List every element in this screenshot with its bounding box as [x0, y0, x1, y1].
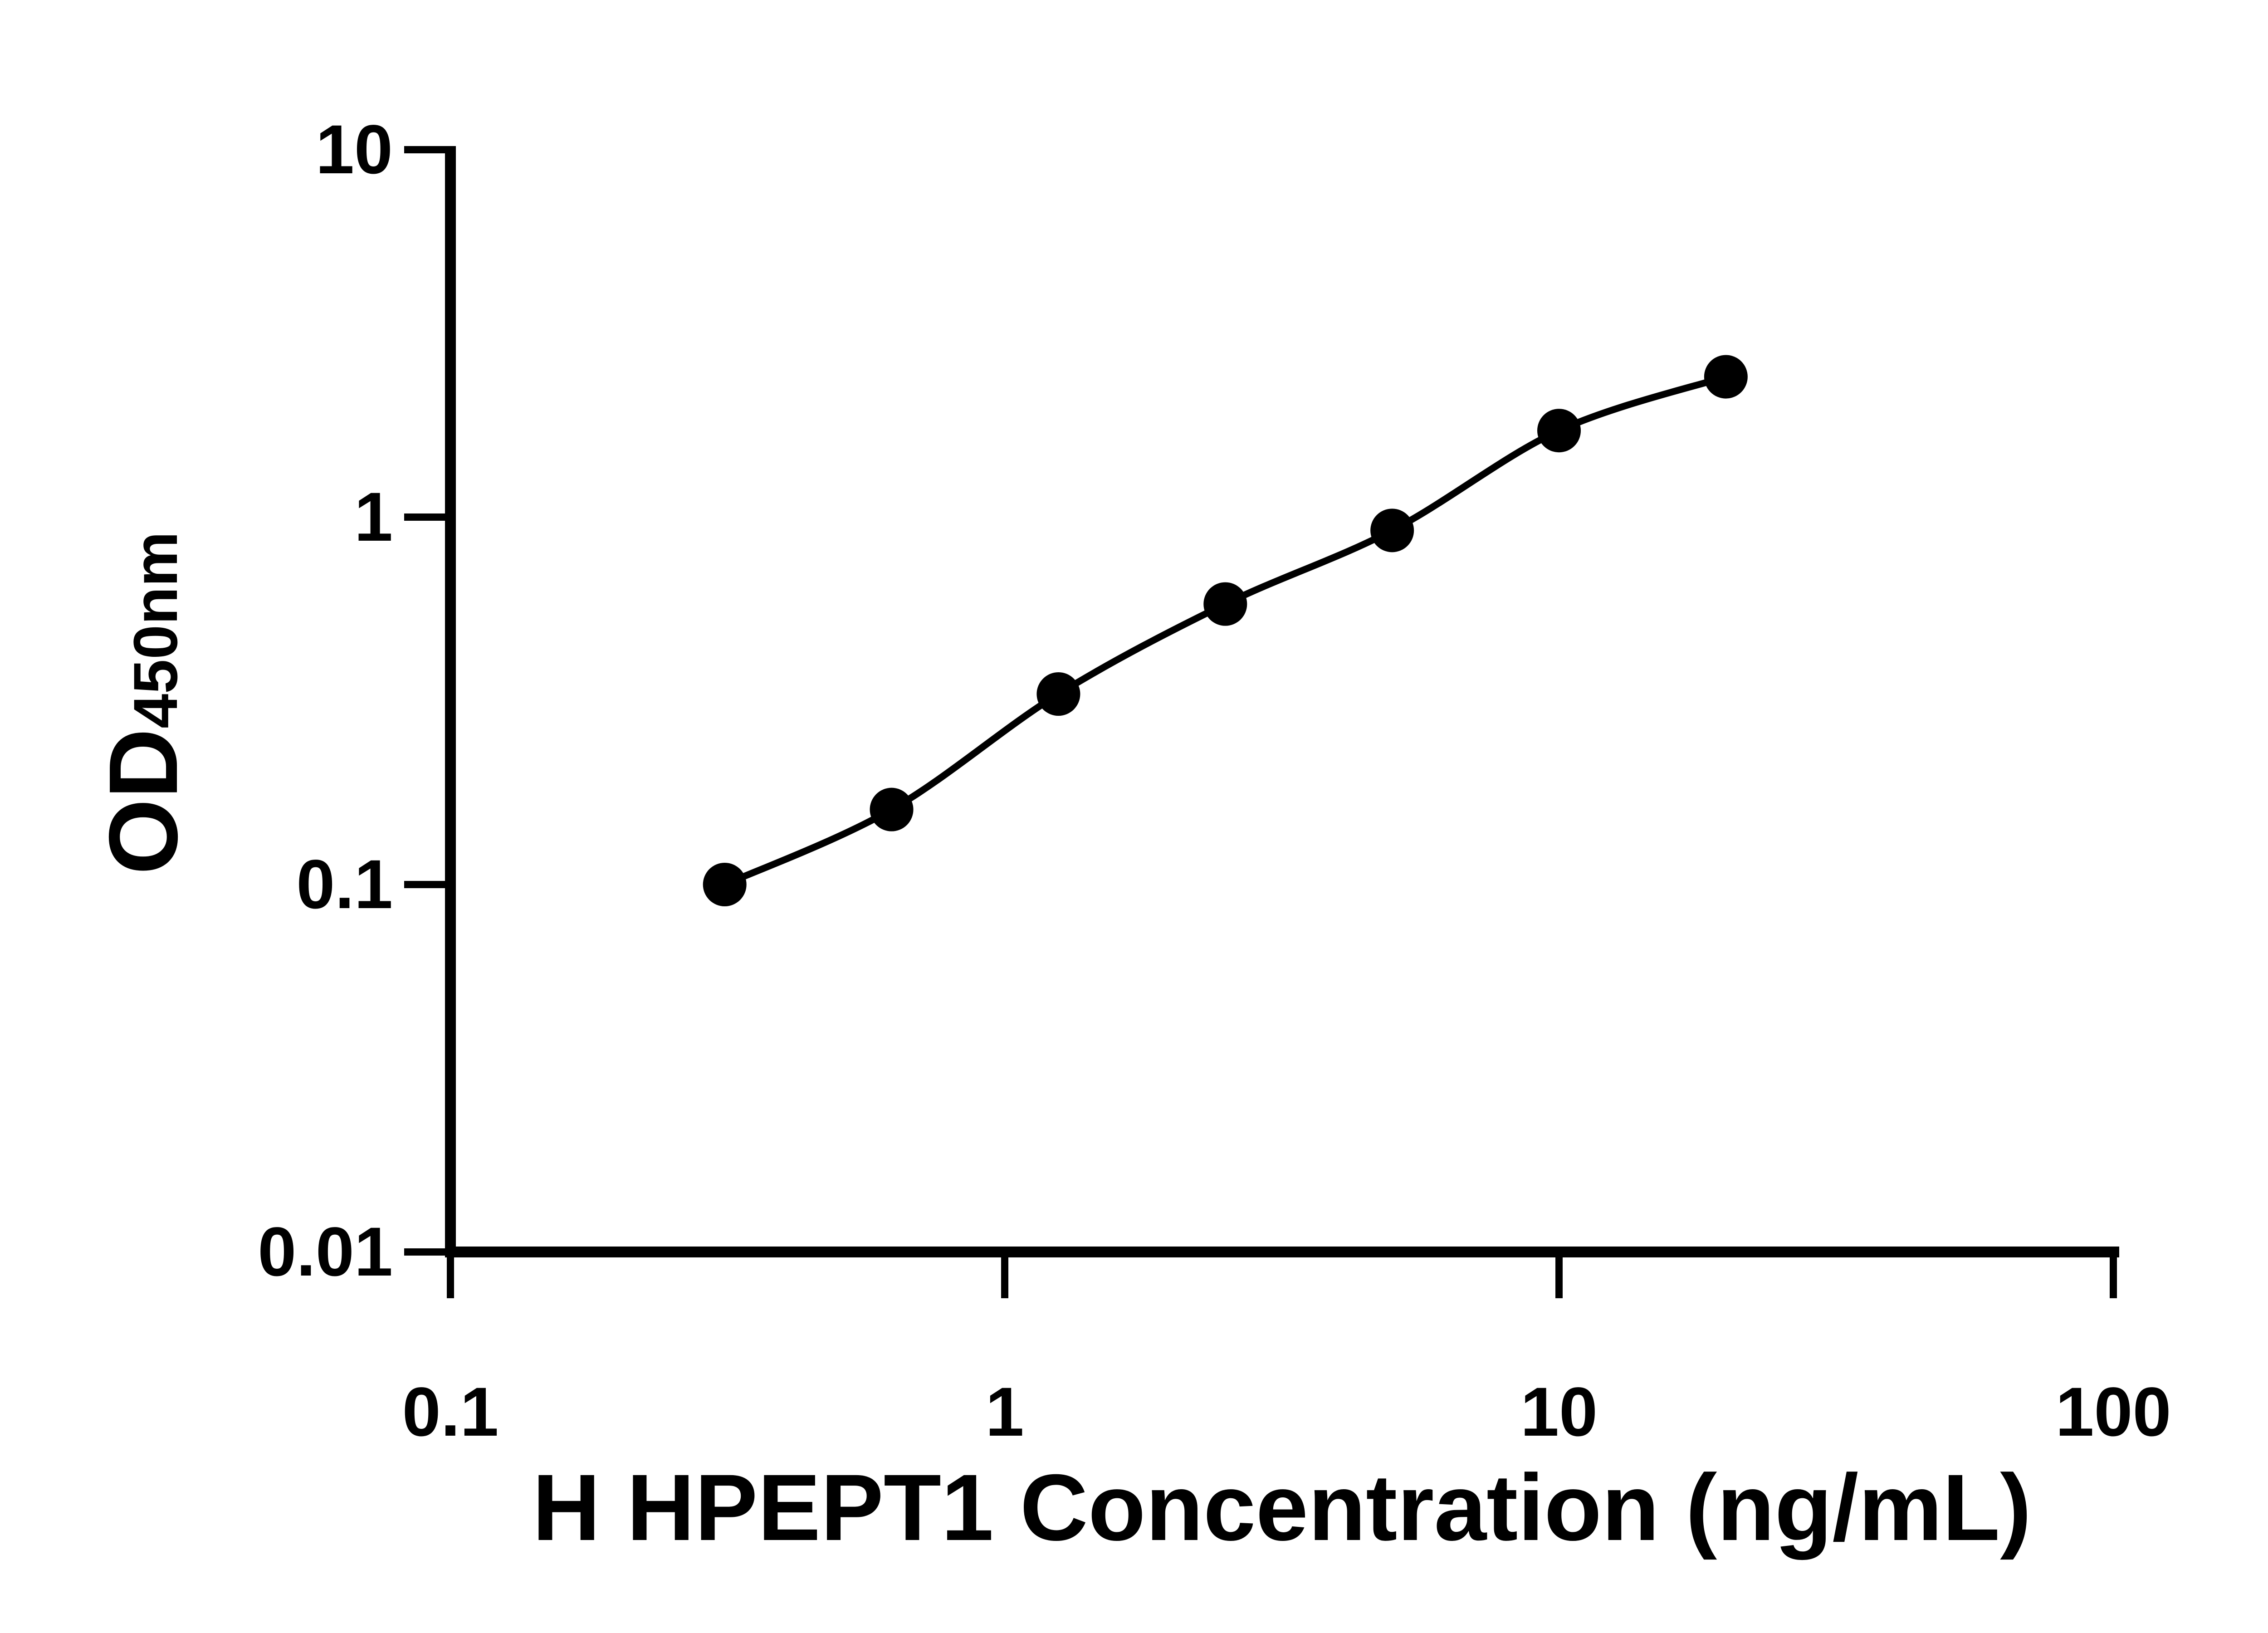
y-axis: 10 1 0.1 0.01 — [258, 111, 456, 1291]
y-tick-label: 0.01 — [258, 1213, 393, 1291]
x-axis-title: H HPEPT1 Concentration (ng/mL) — [533, 1455, 2032, 1560]
data-point — [1370, 508, 1414, 552]
y-tick-label: 10 — [316, 111, 393, 188]
y-axis-title-subscript: 450nm — [121, 532, 191, 728]
data-points-group — [703, 355, 1748, 906]
x-tick-label: 100 — [2055, 1373, 2171, 1451]
y-tick-label: 1 — [354, 478, 393, 556]
data-point — [703, 863, 747, 906]
y-axis-title-main: OD — [88, 728, 198, 875]
x-tick-label: 1 — [985, 1373, 1024, 1451]
data-point — [1704, 355, 1748, 399]
x-tick-label: 10 — [1520, 1373, 1598, 1451]
y-axis-title: OD450nm — [88, 532, 198, 875]
data-point — [870, 787, 914, 831]
data-point — [1203, 582, 1247, 626]
y-tick-label: 0.1 — [296, 846, 393, 923]
data-point — [1537, 409, 1581, 453]
x-tick-label: 0.1 — [402, 1373, 499, 1451]
x-tick-group: 0.1 1 10 100 — [402, 1257, 2171, 1451]
y-tick-group: 10 1 0.1 0.01 — [258, 111, 445, 1291]
x-axis: 0.1 1 10 100 — [402, 1247, 2171, 1451]
data-point — [1036, 672, 1080, 716]
